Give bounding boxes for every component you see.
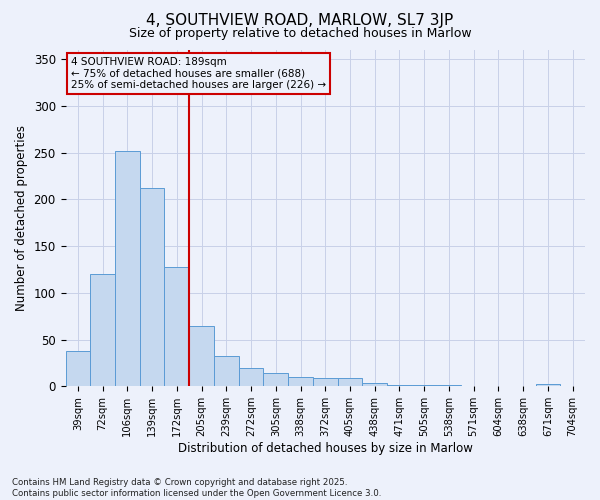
Bar [164,267,189,386]
Text: 4 SOUTHVIEW ROAD: 189sqm
← 75% of detached houses are smaller (688)
25% of semi-: 4 SOUTHVIEW ROAD: 189sqm ← 75% of detach… [71,56,326,90]
Bar [214,356,239,386]
Bar [140,188,164,386]
Bar [65,351,90,386]
Bar [239,368,263,386]
Bar [90,274,115,386]
Y-axis label: Number of detached properties: Number of detached properties [15,125,28,311]
Text: 4, SOUTHVIEW ROAD, MARLOW, SL7 3JP: 4, SOUTHVIEW ROAD, MARLOW, SL7 3JP [146,12,454,28]
Text: Size of property relative to detached houses in Marlow: Size of property relative to detached ho… [128,28,472,40]
Bar [288,377,313,386]
Bar [536,384,560,386]
Bar [338,378,362,386]
Bar [362,382,387,386]
Text: Contains HM Land Registry data © Crown copyright and database right 2025.
Contai: Contains HM Land Registry data © Crown c… [12,478,382,498]
Bar [263,374,288,386]
X-axis label: Distribution of detached houses by size in Marlow: Distribution of detached houses by size … [178,442,473,455]
Bar [115,151,140,386]
Bar [313,378,338,386]
Bar [189,326,214,386]
